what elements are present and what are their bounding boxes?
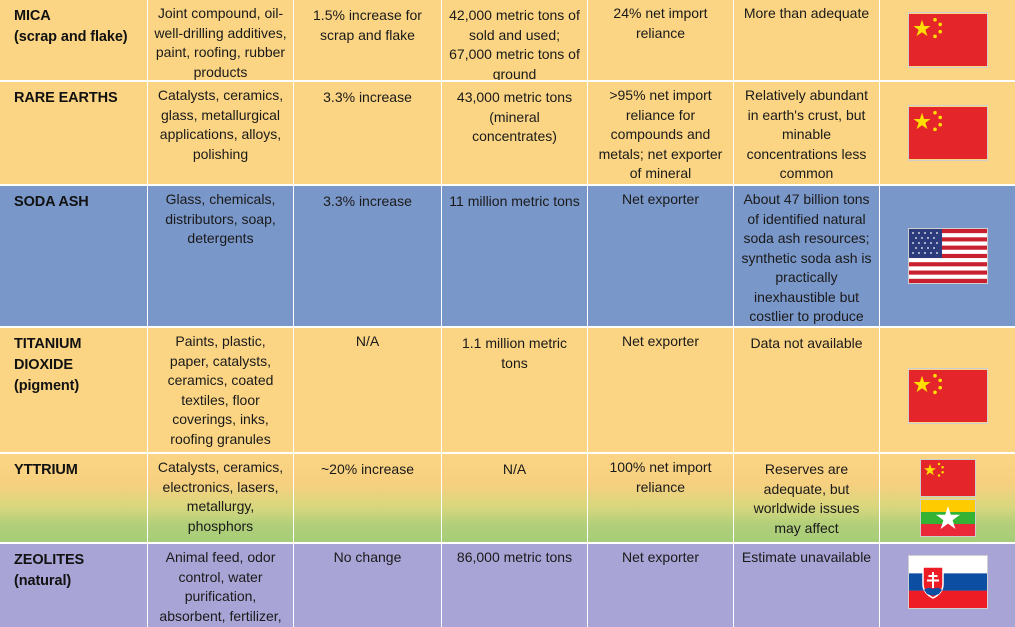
mineral-name: SODA ASH bbox=[0, 186, 148, 326]
growth-cell: 3.3% increase bbox=[294, 82, 442, 184]
growth-cell: No change bbox=[294, 544, 442, 627]
mineral-name: YTTRIUM bbox=[0, 454, 148, 542]
uses-cell: Catalysts, ceramics, electronics, lasers… bbox=[148, 454, 294, 542]
mineral-name: RARE EARTHS bbox=[0, 82, 148, 184]
reserves-cell: Reserves are adequate, but worldwide iss… bbox=[734, 454, 880, 542]
row-divider bbox=[0, 326, 1015, 328]
uses-cell: Catalysts, ceramics, glass, metallurgica… bbox=[148, 82, 294, 184]
uses-cell: Joint compound, oil-well-drilling additi… bbox=[148, 0, 294, 80]
table-row: ZEOLITES (natural) Animal feed, odor con… bbox=[0, 544, 1015, 627]
uses-cell: Animal feed, odor control, water purific… bbox=[148, 544, 294, 627]
reserves-cell: Data not available bbox=[734, 328, 880, 452]
flag-cell bbox=[880, 544, 1015, 627]
table-row: RARE EARTHS Catalysts, ceramics, glass, … bbox=[0, 82, 1015, 184]
slovakia-flag-icon bbox=[908, 556, 987, 608]
consumption-cell: 11 million metric tons bbox=[442, 186, 588, 326]
china-flag-icon bbox=[908, 370, 987, 422]
consumption-cell: N/A bbox=[442, 454, 588, 542]
mineral-name: ZEOLITES (natural) bbox=[0, 544, 148, 627]
china-flag-icon bbox=[920, 460, 975, 496]
china-flag-icon bbox=[908, 14, 987, 66]
flag-cell bbox=[880, 0, 1015, 80]
reserves-cell: About 47 billion tons of identified natu… bbox=[734, 186, 880, 326]
consumption-cell: 86,000 metric tons bbox=[442, 544, 588, 627]
import-cell: Net exporter bbox=[588, 186, 734, 326]
flag-cell bbox=[880, 328, 1015, 452]
consumption-cell: 43,000 metric tons (mineral concentrates… bbox=[442, 82, 588, 184]
flag-cell bbox=[880, 454, 1015, 542]
reserves-cell: More than adequate bbox=[734, 0, 880, 80]
row-divider bbox=[0, 184, 1015, 186]
row-divider bbox=[0, 542, 1015, 544]
consumption-cell: 42,000 metric tons of sold and used; 67,… bbox=[442, 0, 588, 80]
growth-cell: 1.5% increase for scrap and flake bbox=[294, 0, 442, 80]
consumption-cell: 1.1 million metric tons bbox=[442, 328, 588, 452]
usa-flag-icon bbox=[908, 229, 987, 283]
china-flag-icon bbox=[908, 107, 987, 159]
reserves-cell: Relatively abundant in earth's crust, bu… bbox=[734, 82, 880, 184]
table-row: YTTRIUM Catalysts, ceramics, electronics… bbox=[0, 454, 1015, 542]
mineral-name: MICA (scrap and flake) bbox=[0, 0, 148, 80]
reserves-cell: Estimate unavailable bbox=[734, 544, 880, 627]
import-cell: Net exporter bbox=[588, 544, 734, 627]
import-cell: Net exporter bbox=[588, 328, 734, 452]
uses-cell: Glass, chemicals, distributors, soap, de… bbox=[148, 186, 294, 326]
myanmar-flag-icon bbox=[920, 500, 975, 536]
table-row: MICA (scrap and flake) Joint compound, o… bbox=[0, 0, 1015, 80]
row-divider bbox=[0, 80, 1015, 82]
growth-cell: 3.3% increase bbox=[294, 186, 442, 326]
table-row: TITANIUM DIOXIDE (pigment) Paints, plast… bbox=[0, 328, 1015, 452]
growth-cell: N/A bbox=[294, 328, 442, 452]
import-cell: 100% net import reliance bbox=[588, 454, 734, 542]
import-cell: 24% net import reliance bbox=[588, 0, 734, 80]
uses-cell: Paints, plastic, paper, catalysts, ceram… bbox=[148, 328, 294, 452]
growth-cell: ~20% increase bbox=[294, 454, 442, 542]
flag-cell bbox=[880, 186, 1015, 326]
table-row: SODA ASH Glass, chemicals, distributors,… bbox=[0, 186, 1015, 326]
mineral-name: TITANIUM DIOXIDE (pigment) bbox=[0, 328, 148, 452]
flag-cell bbox=[880, 82, 1015, 184]
import-cell: >95% net import reliance for compounds a… bbox=[588, 82, 734, 184]
row-divider bbox=[0, 452, 1015, 454]
